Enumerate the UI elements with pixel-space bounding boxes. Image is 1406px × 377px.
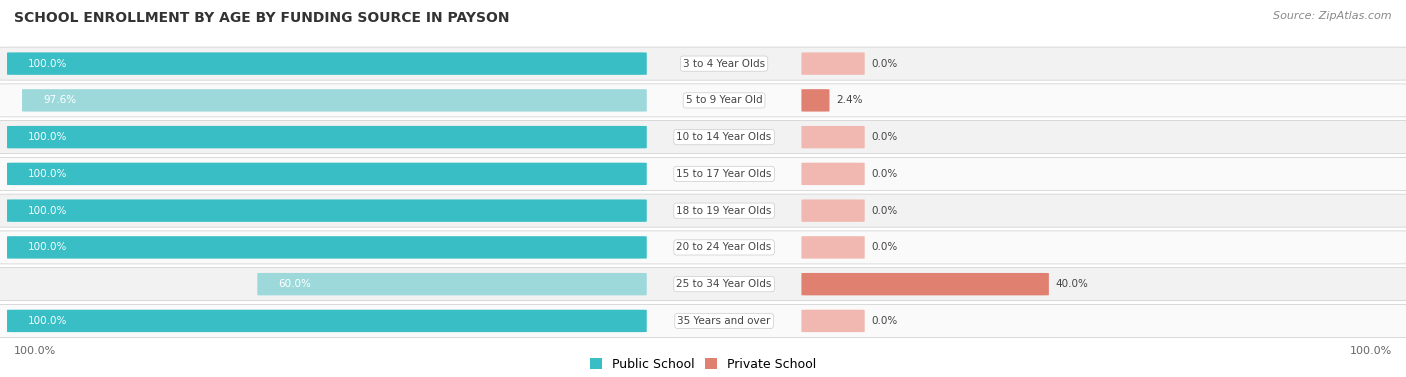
Text: 10 to 14 Year Olds: 10 to 14 Year Olds xyxy=(676,132,772,142)
FancyBboxPatch shape xyxy=(7,52,647,75)
Text: 60.0%: 60.0% xyxy=(278,279,311,289)
FancyBboxPatch shape xyxy=(0,231,1406,264)
FancyBboxPatch shape xyxy=(257,273,647,295)
Text: 20 to 24 Year Olds: 20 to 24 Year Olds xyxy=(676,242,772,253)
Text: 5 to 9 Year Old: 5 to 9 Year Old xyxy=(686,95,762,106)
Text: 97.6%: 97.6% xyxy=(44,95,76,106)
FancyBboxPatch shape xyxy=(801,89,830,112)
Text: 100.0%: 100.0% xyxy=(28,205,67,216)
FancyBboxPatch shape xyxy=(801,163,865,185)
Text: 15 to 17 Year Olds: 15 to 17 Year Olds xyxy=(676,169,772,179)
FancyBboxPatch shape xyxy=(7,199,647,222)
FancyBboxPatch shape xyxy=(801,236,865,259)
Text: 40.0%: 40.0% xyxy=(1056,279,1088,289)
Text: 0.0%: 0.0% xyxy=(872,316,898,326)
FancyBboxPatch shape xyxy=(7,310,647,332)
Legend: Public School, Private School: Public School, Private School xyxy=(589,358,817,371)
FancyBboxPatch shape xyxy=(0,157,1406,190)
FancyBboxPatch shape xyxy=(801,52,865,75)
Text: 0.0%: 0.0% xyxy=(872,242,898,253)
Text: 0.0%: 0.0% xyxy=(872,132,898,142)
FancyBboxPatch shape xyxy=(801,199,865,222)
Text: 100.0%: 100.0% xyxy=(1350,346,1392,356)
FancyBboxPatch shape xyxy=(7,163,647,185)
FancyBboxPatch shape xyxy=(0,194,1406,227)
Text: 100.0%: 100.0% xyxy=(14,346,56,356)
Text: 2.4%: 2.4% xyxy=(837,95,863,106)
Text: 18 to 19 Year Olds: 18 to 19 Year Olds xyxy=(676,205,772,216)
Text: 100.0%: 100.0% xyxy=(28,242,67,253)
FancyBboxPatch shape xyxy=(22,89,647,112)
FancyBboxPatch shape xyxy=(0,47,1406,80)
FancyBboxPatch shape xyxy=(801,310,865,332)
Text: SCHOOL ENROLLMENT BY AGE BY FUNDING SOURCE IN PAYSON: SCHOOL ENROLLMENT BY AGE BY FUNDING SOUR… xyxy=(14,11,509,25)
FancyBboxPatch shape xyxy=(801,126,865,148)
Text: 100.0%: 100.0% xyxy=(28,132,67,142)
Text: 35 Years and over: 35 Years and over xyxy=(678,316,770,326)
FancyBboxPatch shape xyxy=(7,236,647,259)
FancyBboxPatch shape xyxy=(0,304,1406,337)
Text: Source: ZipAtlas.com: Source: ZipAtlas.com xyxy=(1274,11,1392,21)
Text: 3 to 4 Year Olds: 3 to 4 Year Olds xyxy=(683,58,765,69)
FancyBboxPatch shape xyxy=(7,126,647,148)
FancyBboxPatch shape xyxy=(0,268,1406,301)
Text: 0.0%: 0.0% xyxy=(872,169,898,179)
Text: 25 to 34 Year Olds: 25 to 34 Year Olds xyxy=(676,279,772,289)
Text: 100.0%: 100.0% xyxy=(28,169,67,179)
Text: 100.0%: 100.0% xyxy=(28,58,67,69)
FancyBboxPatch shape xyxy=(0,84,1406,117)
Text: 100.0%: 100.0% xyxy=(28,316,67,326)
Text: 0.0%: 0.0% xyxy=(872,205,898,216)
FancyBboxPatch shape xyxy=(801,273,1049,295)
Text: 0.0%: 0.0% xyxy=(872,58,898,69)
FancyBboxPatch shape xyxy=(0,121,1406,154)
